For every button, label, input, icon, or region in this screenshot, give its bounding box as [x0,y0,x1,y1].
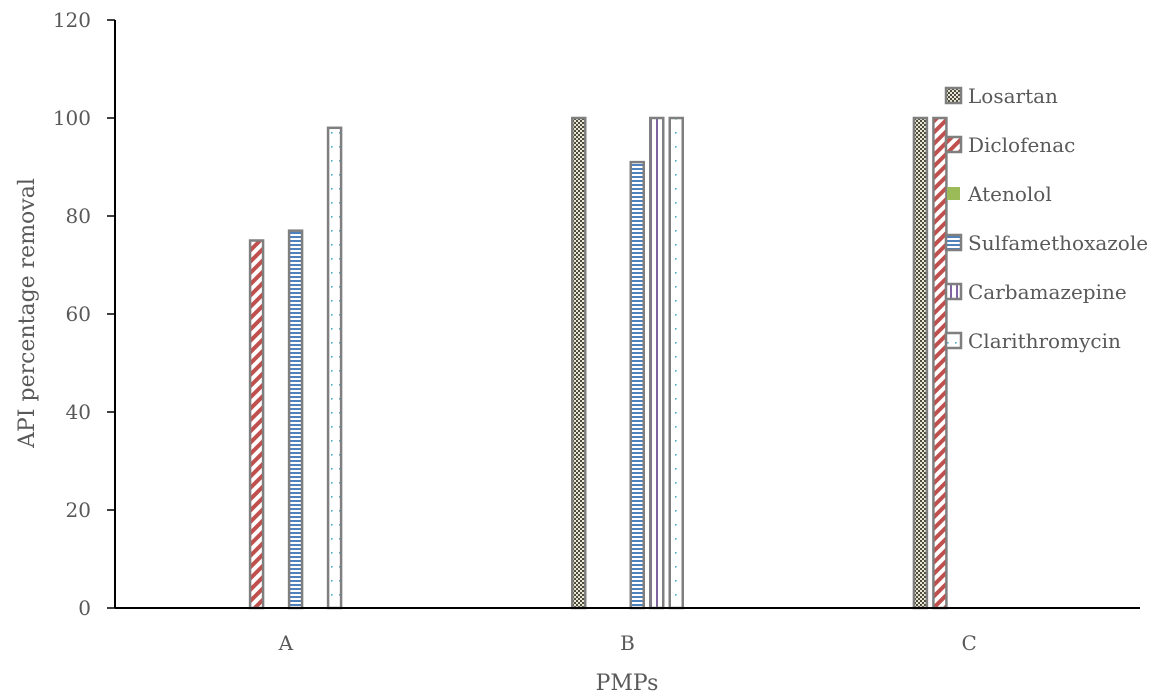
x-axis: A B C [115,607,1140,655]
bar-sulfamethoxazole-b [629,160,645,610]
x-axis-title: PMPs [596,671,659,695]
y-tick-label: 80 [66,204,91,228]
bar-diclofenac-c [932,116,948,610]
y-tick-label: 60 [66,302,91,326]
y-axis: 0 20 40 60 80 100 120 [53,8,116,620]
bar-sulfamethoxazole-a [287,229,304,610]
legend-swatch [944,331,963,350]
legend-swatch [947,187,960,200]
x-tick-label: C [962,631,977,655]
legend-label: Carbamazepine [968,280,1127,304]
y-tick-label: 0 [78,596,91,620]
bar-clarithromycin-a [326,126,343,610]
legend-label: Sulfamethoxazole [968,231,1148,255]
y-tick-label: 100 [53,106,91,130]
legend-label: Clarithromycin [968,329,1121,353]
y-tick-label: 20 [66,498,91,522]
legend-label: Diclofenac [968,133,1075,157]
x-tick-label: A [278,631,294,655]
y-axis-title: API percentage removal [15,178,40,449]
bar-diclofenac-a [248,239,265,610]
legend-swatch [944,233,963,252]
bar-carbamazepine-b [649,116,665,610]
bar-losartan-b [571,116,587,610]
legend-swatch [944,135,963,154]
x-tick-label: B [620,631,635,655]
legend-swatch [944,282,963,301]
legend-swatch [944,86,963,105]
bars [248,116,948,610]
bar-losartan-c [912,116,929,610]
bar-clarithromycin-b [668,116,684,610]
legend: Losartan Diclofenac Atenolol Sulfamethoxazo… [944,84,1148,353]
legend-label: Losartan [968,84,1058,108]
legend-label: Atenolol [967,182,1052,206]
y-tick-label: 40 [66,400,91,424]
y-tick-label: 120 [53,8,91,32]
